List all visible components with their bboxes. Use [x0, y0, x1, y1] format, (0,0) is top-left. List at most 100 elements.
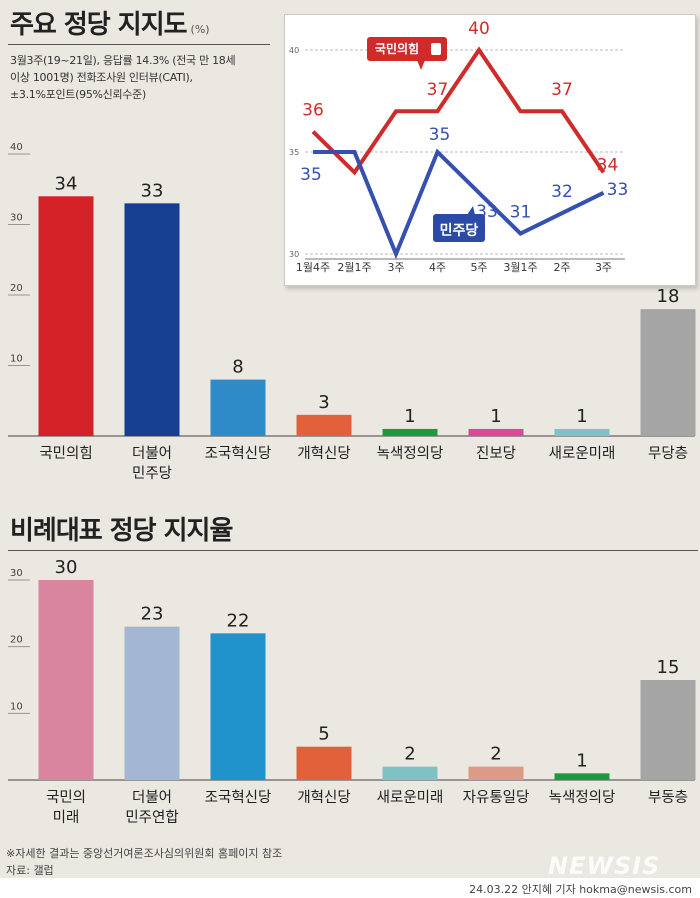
survey-note-line-1: 3월3주(19~21일), 응답률 14.3% (전국 만 18세 [10, 54, 236, 67]
y-tick-label: 40 [10, 142, 23, 153]
category-label: 개혁신당 [297, 445, 350, 462]
x-tick-label: 2월1주 [337, 261, 371, 274]
y-tick-label: 30 [289, 250, 299, 259]
series-line-1 [311, 46, 606, 176]
bar-value-label: 1 [576, 406, 587, 427]
category-label: 민주연합 [125, 809, 178, 826]
chart-title-main: 주요 정당 지지도 (%) [10, 10, 210, 40]
y-tick-label: 30 [10, 213, 23, 224]
x-tick-label: 2주 [553, 261, 570, 274]
point-value-label: 37 [551, 80, 573, 100]
legend-pointer-ppp [417, 60, 425, 70]
category-label: 더불어 [132, 445, 172, 462]
bar-1 [38, 580, 94, 780]
bar-value-label: 2 [404, 744, 415, 765]
byline: 24.03.22 안지혜 기자 hokma@newsis.com [469, 883, 692, 896]
survey-note-line-2: 이상 1001명) 전화조사원 인터뷰(CATI), [10, 71, 193, 84]
bar-value-label: 22 [227, 610, 250, 631]
category-label: 더불어 [132, 789, 172, 806]
point-value-label: 35 [429, 125, 451, 145]
category-label: 민주당 [132, 465, 172, 482]
category-label: 조국혁신당 [205, 445, 272, 462]
bar-value-label: 23 [141, 604, 164, 625]
bar-value-label: 5 [318, 724, 329, 745]
category-label: 개혁신당 [297, 789, 350, 806]
bar-2 [124, 626, 180, 780]
point-value-label: 32 [551, 182, 573, 202]
watermark: NEWSIS [548, 852, 661, 880]
point-value-label: 34 [597, 155, 619, 175]
footer-bar [0, 878, 700, 898]
category-label: 새로운미래 [549, 445, 616, 462]
bar-value-label: 2 [490, 744, 501, 765]
category-label: 진보당 [476, 445, 516, 462]
category-label: 부동층 [648, 789, 688, 806]
party-support-bar-chart: 1020304034국민의힘33더불어민주당8조국혁신당3개혁신당1녹색정의당1… [8, 142, 696, 482]
bar-2 [124, 203, 180, 436]
bar-6 [468, 766, 524, 780]
bar-3 [210, 379, 266, 436]
title2-divider [8, 550, 698, 551]
y-tick-label: 10 [10, 701, 23, 712]
category-label: 무당층 [648, 445, 688, 462]
bar-7 [554, 773, 610, 780]
point-value-label: 33 [607, 180, 629, 200]
bar-4 [296, 746, 352, 780]
bar-value-label: 3 [318, 392, 329, 413]
x-tick-label: 4주 [429, 261, 446, 274]
x-tick-label: 3주 [595, 261, 612, 274]
bar-value-label: 33 [141, 180, 164, 201]
source-label: 자료: 갤럽 [6, 864, 54, 877]
category-label: 미래 [53, 809, 80, 826]
point-value-label: 37 [427, 80, 449, 100]
category-label: 녹색정의당 [549, 789, 616, 806]
bar-3 [210, 633, 266, 780]
bar-value-label: 1 [490, 406, 501, 427]
footnote: ※자세한 결과는 중앙선거여론조사심의위원회 홈페이지 참조 [6, 847, 283, 860]
y-tick-label: 10 [10, 354, 23, 365]
bar-8 [640, 680, 696, 780]
bar-value-label: 30 [55, 557, 78, 578]
legend-box-ppp [367, 37, 447, 61]
bar-8 [640, 309, 696, 436]
x-tick-label: 3월1주 [503, 261, 537, 274]
bar-value-label: 1 [576, 750, 587, 771]
trend-inset-panel: 30 35 40 1월4주 2월1주 3주 4주 5주 3월1주 2주 3주 36 37 40 37 34 35… [284, 14, 696, 286]
series-line-2 [313, 148, 605, 260]
bar-value-label: 34 [55, 173, 78, 194]
legend-pointer-dp [467, 206, 475, 215]
point-value-label: 36 [302, 101, 324, 121]
y-tick-label: 20 [10, 283, 23, 294]
legend-box-dp [433, 214, 485, 242]
category-label: 국민의힘 [39, 445, 92, 462]
bar-5 [382, 428, 438, 436]
bar-5 [382, 766, 438, 780]
point-value-label: 31 [510, 203, 532, 223]
unit-label: (%) [190, 23, 210, 36]
x-tick-label: 5주 [470, 261, 487, 274]
x-tick-label: 3주 [387, 261, 404, 274]
y-tick-label: 20 [10, 635, 23, 646]
category-label: 자유통일당 [463, 789, 530, 806]
category-label: 조국혁신당 [205, 789, 272, 806]
bar-value-label: 1 [404, 406, 415, 427]
bar-value-label: 15 [657, 657, 680, 678]
legend-label-dp: 민주당 [440, 222, 479, 239]
y-tick-label: 35 [289, 148, 299, 157]
bar-6 [468, 428, 524, 436]
chart-title-proportional: 비례대표 정당 지지율 [10, 516, 233, 546]
legend-label-ppp: 국민의힘 [375, 41, 419, 56]
category-label: 녹색정의당 [377, 445, 444, 462]
bar-4 [296, 414, 352, 436]
ppp-logo-icon [431, 43, 441, 55]
category-label: 새로운미래 [377, 789, 444, 806]
bar-1 [38, 196, 94, 436]
point-value-label: 35 [300, 165, 322, 185]
y-tick-label: 40 [289, 46, 299, 55]
y-tick-label: 30 [10, 568, 23, 579]
x-tick-label: 1월4주 [296, 261, 330, 274]
category-label: 국민의 [46, 789, 86, 806]
title-divider [8, 44, 270, 45]
party-trend-line-chart: 30 35 40 1월4주 2월1주 3주 4주 5주 3월1주 2주 3주 36 37 40 37 34 35… [289, 19, 629, 274]
